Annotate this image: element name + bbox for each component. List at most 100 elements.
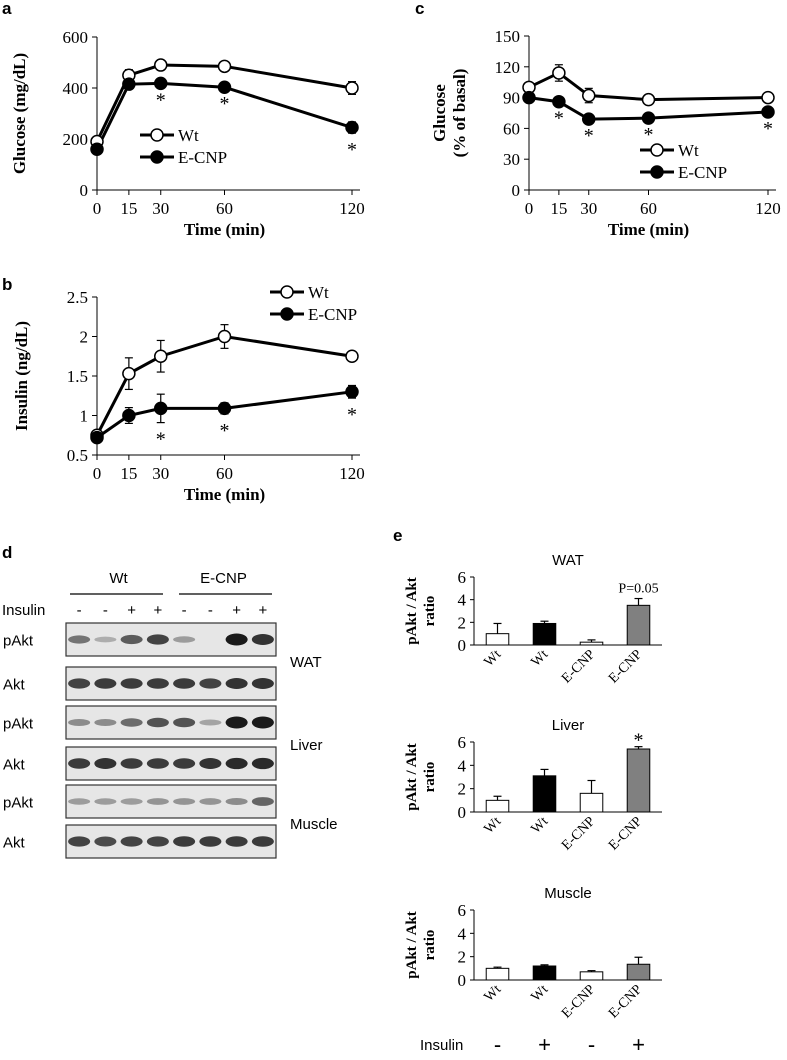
bar <box>579 792 604 813</box>
blot-band <box>146 758 169 769</box>
chart-c-glucose-percent: 0 30 60 90 120 150 0 15 30 60 120 Time (min) Glucose… <box>430 27 781 239</box>
blot-row-label: Akt <box>3 757 26 774</box>
legend-label: E-CNP <box>308 305 357 324</box>
y-axis-label: ratio <box>422 930 438 961</box>
bar <box>626 963 651 981</box>
data-point <box>761 105 775 119</box>
legend-marker <box>150 150 164 164</box>
insulin-label: Insulin <box>420 1037 463 1054</box>
x-tick-label: 0 <box>93 464 102 483</box>
y-tick-label: 1.5 <box>67 367 88 386</box>
data-point <box>154 58 168 72</box>
blot-insulin-sign: - <box>77 602 82 619</box>
chart-a-glucose: 0 200 400 600 0 15 30 60 120 Time (min) Glucose (m… <box>10 28 365 239</box>
panel-label-e: e <box>393 526 402 545</box>
legend-marker <box>150 128 164 142</box>
significance-marker: * <box>584 125 594 147</box>
blot-band <box>94 636 117 643</box>
blot-row-label: pAkt <box>3 716 34 733</box>
blot-insulin-sign: + <box>232 602 241 619</box>
data-point <box>122 77 136 91</box>
blot-band <box>173 678 196 689</box>
blot-band <box>225 633 248 646</box>
insulin-sign: + <box>538 1032 551 1057</box>
bar <box>532 965 557 981</box>
x-tick-label: 0 <box>93 199 102 218</box>
y-tick-label: 4 <box>458 924 467 943</box>
blot-insulin-sign: - <box>182 602 187 619</box>
x-tick-label: 15 <box>550 199 567 218</box>
blot-band <box>173 717 196 728</box>
panel-label-a: a <box>2 0 12 18</box>
data-point <box>154 401 168 416</box>
blot-insulin-sign: - <box>208 602 213 619</box>
significance-marker: * <box>220 420 230 442</box>
x-tick-label: Wt <box>529 814 552 837</box>
blot-band <box>146 717 169 728</box>
x-tick-label: Wt <box>482 982 505 1005</box>
bar <box>626 604 651 646</box>
y-tick-label: 2 <box>458 613 467 632</box>
data-point <box>90 430 104 445</box>
western-blot-panel: Wt E-CNP Insulin - - + + - - + + pAkt WAT Akt pAkt Live… <box>2 570 338 859</box>
significance-annotation: P=0.05 <box>618 582 658 597</box>
blot-band <box>120 758 143 769</box>
y-tick-label: 4 <box>458 756 467 775</box>
bar <box>579 641 604 646</box>
blot-band <box>173 798 196 805</box>
legend-label: Wt <box>308 283 329 302</box>
blot-band <box>146 634 169 645</box>
y-tick-label: 4 <box>458 591 467 610</box>
blot-band <box>199 758 222 769</box>
blot-band <box>120 678 143 689</box>
legend-label: Wt <box>678 141 699 160</box>
y-tick-label: 120 <box>495 58 521 77</box>
legend-label: Wt <box>178 126 199 145</box>
significance-annotation: * <box>634 730 644 752</box>
y-axis-label: pAkt / Akt <box>404 743 420 811</box>
bar <box>532 622 557 646</box>
y-tick-label: 60 <box>503 119 520 138</box>
blot-band <box>251 634 274 645</box>
blot-band <box>199 798 222 805</box>
insulin-sign: - <box>588 1032 595 1057</box>
panel-label-c: c <box>415 0 424 18</box>
blot-band <box>225 836 248 847</box>
data-point <box>641 92 656 107</box>
blot-band <box>251 797 274 806</box>
blot-row-label: Akt <box>3 835 26 852</box>
x-tick-label: 120 <box>339 199 365 218</box>
blot-band <box>68 635 91 644</box>
blot-band <box>120 836 143 847</box>
chart-title: Muscle <box>544 885 592 902</box>
y-tick-label: 30 <box>503 150 520 169</box>
bar <box>532 775 557 813</box>
chart-e-wat: WAT 0 2 4 6 pAkt / Akt ratio Wt Wt E-CNP E-CNP P=0.… <box>404 552 662 686</box>
data-point <box>154 349 168 363</box>
blot-strip <box>65 784 277 819</box>
y-axis-label: ratio <box>422 762 438 793</box>
x-axis-label: Time (min) <box>184 485 265 504</box>
y-tick-label: 200 <box>63 130 89 149</box>
chart-title: Liver <box>552 717 585 734</box>
significance-marker: * <box>156 429 166 451</box>
legend-label: E-CNP <box>178 148 227 167</box>
data-point <box>154 76 168 91</box>
y-tick-label: 6 <box>458 733 467 752</box>
data-point <box>552 66 566 80</box>
blot-band <box>94 798 117 805</box>
y-tick-label: 150 <box>495 27 521 46</box>
blot-band <box>68 718 91 727</box>
x-tick-label: E-CNP <box>606 647 645 686</box>
x-tick-label: Wt <box>482 647 505 670</box>
y-tick-label: 6 <box>458 901 467 920</box>
chart-title: WAT <box>552 552 584 569</box>
data-point <box>522 90 536 105</box>
x-tick-label: E-CNP <box>559 647 598 686</box>
blot-band <box>199 719 222 726</box>
y-axis-label: Insulin (ng/dL) <box>12 321 31 431</box>
blot-band <box>120 718 143 727</box>
significance-marker: * <box>763 118 773 140</box>
y-tick-label: 1 <box>80 407 89 426</box>
